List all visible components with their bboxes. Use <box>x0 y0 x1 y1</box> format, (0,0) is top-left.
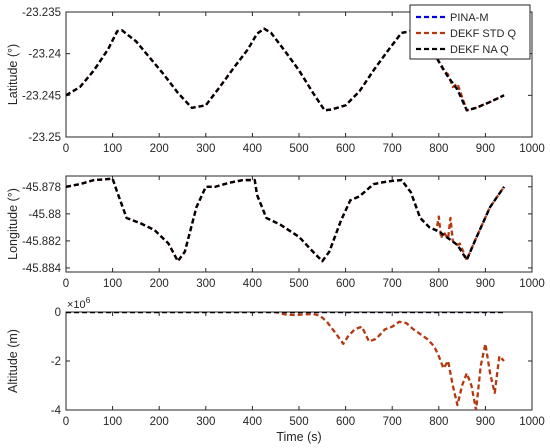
x-tick-label: 100 <box>103 278 122 290</box>
x-tick-label: 300 <box>196 143 215 155</box>
x-axis-title: Time (s) <box>276 430 321 444</box>
x-tick-label: 500 <box>289 143 308 155</box>
x-tick-label: 1000 <box>519 143 545 155</box>
legend-label: PINA-M <box>450 12 489 24</box>
latitude-panel: 0 100 200 300 400 500 600 700 800 900 1000 -23.235 -… <box>6 7 545 155</box>
exponent-base: ×10 <box>67 299 86 311</box>
y-tick-label: -45.882 <box>22 236 61 248</box>
y-tick-label: -45.878 <box>22 182 61 194</box>
y-tick-label: -23.245 <box>22 90 61 102</box>
exponent-power: 6 <box>86 295 91 305</box>
legend-label: DEKF STD Q <box>450 28 516 40</box>
y-tick-label: -2 <box>51 356 61 368</box>
series-line-dekf-std-q <box>66 312 505 410</box>
x-tick-label: 600 <box>336 416 355 428</box>
x-tick-label: 1000 <box>519 278 545 290</box>
x-tick-label: 200 <box>150 416 169 428</box>
x-tick-label: 300 <box>196 416 215 428</box>
y-tick-label: -23.24 <box>28 49 61 61</box>
x-tick-label: 200 <box>150 143 169 155</box>
y-tick-label: -23.25 <box>28 132 61 144</box>
x-tick-label: 0 <box>63 278 69 290</box>
legend-box <box>409 4 531 60</box>
y-tick-label: -23.235 <box>22 7 61 19</box>
longitude-axis-title: Longitude (°) <box>6 188 20 260</box>
altitude-panel: 0 100 200 300 400 500 600 700 800 900 1000 0 -2 -4 Alt… <box>6 295 545 444</box>
x-tick-label: 800 <box>429 416 448 428</box>
x-tick-label: 900 <box>476 416 495 428</box>
x-tick-label: 900 <box>476 278 495 290</box>
altitude-axis-title: Altitude (m) <box>6 329 20 393</box>
x-tick-label: 100 <box>103 143 122 155</box>
x-tick-label: 800 <box>429 278 448 290</box>
latitude-axis-title: Latitude (°) <box>6 44 20 105</box>
x-tick-label: 400 <box>243 278 262 290</box>
x-tick-label: 500 <box>289 416 308 428</box>
x-tick-label: 1000 <box>519 416 545 428</box>
x-tick-label: 400 <box>243 416 262 428</box>
x-tick-label: 200 <box>150 278 169 290</box>
x-tick-label: 0 <box>63 143 69 155</box>
x-tick-label: 300 <box>196 278 215 290</box>
y-tick-label: -45.884 <box>22 263 62 275</box>
x-tick-label: 800 <box>429 143 448 155</box>
y-tick-label: 0 <box>55 307 61 319</box>
y-tick-label: -45.88 <box>28 209 61 221</box>
chart-legend: PINA-M DEKF STD Q DEKF NA Q <box>409 4 531 60</box>
x-tick-label: 400 <box>243 143 262 155</box>
x-tick-label: 0 <box>63 416 69 428</box>
x-tick-label: 700 <box>383 278 402 290</box>
altitude-plot-area <box>66 312 505 410</box>
x-tick-label: 100 <box>103 416 122 428</box>
x-tick-label: 600 <box>336 278 355 290</box>
y-tick-label: -4 <box>51 405 62 417</box>
longitude-panel: 0 100 200 300 400 500 600 700 800 900 1000 -45.878 -… <box>6 175 545 290</box>
x-tick-label: 700 <box>383 416 402 428</box>
longitude-plot-area <box>66 177 505 263</box>
x-tick-label: 500 <box>289 278 308 290</box>
legend-label: DEKF NA Q <box>450 44 509 56</box>
series-line-dekf-na-q <box>66 177 505 263</box>
x-tick-label: 600 <box>336 143 355 155</box>
x-tick-label: 700 <box>383 143 402 155</box>
x-tick-label: 900 <box>476 143 495 155</box>
y-exponent-label: ×106 <box>67 295 91 311</box>
